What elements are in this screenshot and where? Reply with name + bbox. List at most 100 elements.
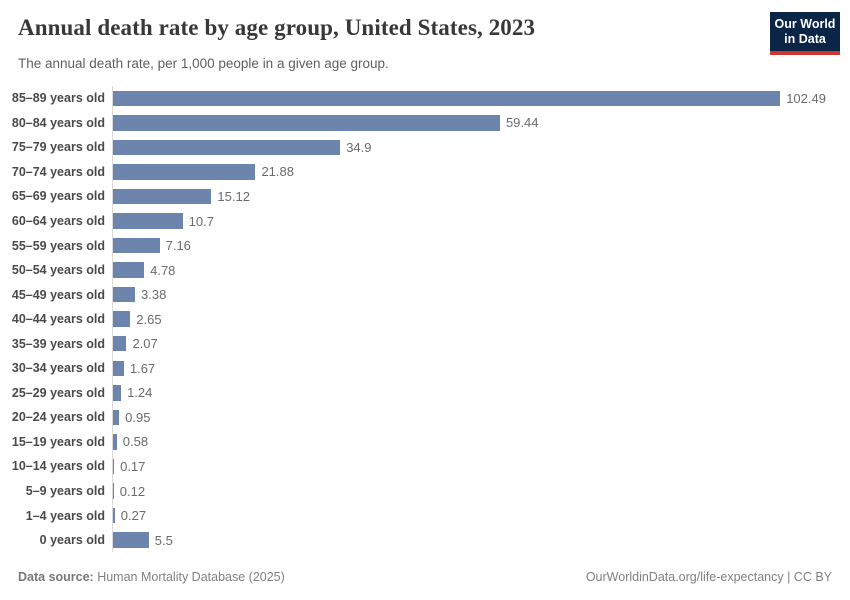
category-label: 1–4 years old	[25, 508, 105, 523]
chart-row: 80–84 years old 59.44	[0, 110, 850, 136]
chart-row: 10–14 years old 0.17	[0, 454, 850, 479]
bar-area: 7.16	[112, 233, 850, 258]
category-label: 65–69 years old	[11, 189, 105, 204]
bar-area: 15.12	[112, 184, 850, 209]
category-label: 75–79 years old	[11, 140, 105, 155]
bar-value-label: 10.7	[188, 213, 214, 229]
chart-row: 85–89 years old 102.49	[0, 86, 850, 111]
bar[interactable]	[113, 458, 115, 475]
bar[interactable]	[113, 139, 341, 156]
category-label: 30–34 years old	[11, 361, 105, 376]
bar-value-label: 7.16	[165, 238, 191, 254]
bar-value-label: 15.12	[217, 188, 250, 204]
category-label: 85–89 years old	[11, 91, 105, 106]
bar-area: 5.5	[112, 527, 850, 553]
bar-area: 0.95	[112, 405, 850, 430]
data-source-label: Data source:	[18, 570, 94, 584]
chart-row: 65–69 years old 15.12	[0, 184, 850, 209]
bar-value-label: 0.12	[119, 483, 146, 499]
category-label: 15–19 years old	[11, 434, 105, 449]
bar-value-label: 0.58	[122, 434, 149, 450]
bar[interactable]	[113, 164, 256, 180]
bar[interactable]	[113, 213, 183, 229]
bar[interactable]	[113, 335, 127, 352]
category-label: 0 years old	[39, 533, 105, 548]
owid-logo[interactable]: Our World in Data	[770, 12, 840, 55]
bar[interactable]	[113, 286, 135, 303]
chart-row: 30–34 years old 1.67	[0, 356, 850, 381]
chart-row: 15–19 years old 0.58	[0, 429, 850, 455]
category-label: 80–84 years old	[11, 115, 105, 130]
bar[interactable]	[113, 385, 122, 401]
page-title: Annual death rate by age group, United S…	[18, 15, 536, 40]
bar[interactable]	[113, 262, 145, 278]
chart-row: 45–49 years old 3.38	[0, 282, 850, 307]
bar-area: 1.24	[112, 380, 850, 406]
bar-area: 102.49	[112, 86, 850, 111]
bar-area: 1.67	[112, 356, 850, 381]
chart-row: 35–39 years old 2.07	[0, 331, 850, 357]
bar-value-label: 59.44	[505, 115, 539, 131]
bar-value-label: 0.95	[125, 409, 151, 425]
bar[interactable]	[113, 90, 781, 107]
bar[interactable]	[113, 360, 124, 377]
bar[interactable]	[113, 115, 500, 131]
bar-value-label: 0.27	[120, 508, 147, 524]
category-label: 5–9 years old	[25, 484, 105, 499]
chart-row: 40–44 years old 2.65	[0, 306, 850, 332]
category-label: 20–24 years old	[11, 410, 105, 425]
bar[interactable]	[113, 188, 212, 205]
bar-area: 3.38	[112, 282, 850, 307]
category-label: 55–59 years old	[11, 238, 105, 253]
bar[interactable]	[113, 434, 117, 450]
data-source-value: Human Mortality Database (2025)	[93, 570, 285, 584]
bar[interactable]	[113, 507, 115, 524]
category-label: 35–39 years old	[11, 336, 105, 351]
chart-footer: Data source: Human Mortality Database (2…	[18, 570, 832, 584]
bar[interactable]	[113, 532, 149, 548]
bar-area: 0.27	[112, 503, 850, 528]
chart-row: 1–4 years old 0.27	[0, 503, 850, 528]
bar[interactable]	[113, 483, 114, 499]
bar-value-label: 1.67	[129, 360, 156, 376]
category-label: 45–49 years old	[11, 287, 105, 302]
category-label: 25–29 years old	[11, 385, 105, 400]
bar[interactable]	[113, 409, 120, 426]
bar-area: 59.44	[112, 110, 850, 136]
bar-area: 0.17	[112, 454, 850, 479]
bar-value-label: 4.78	[150, 262, 176, 278]
chart-row: 25–29 years old 1.24	[0, 380, 850, 406]
bar-area: 0.58	[112, 429, 850, 455]
chart-row: 60–64 years old 10.7	[0, 208, 850, 234]
footer-credit-link[interactable]: OurWorldinData.org/life-expectancy | CC …	[585, 570, 832, 584]
bar-value-label: 1.24	[127, 385, 153, 401]
chart-row: 75–79 years old 34.9	[0, 135, 850, 160]
chart-row: 70–74 years old 21.88	[0, 159, 850, 185]
chart-subtitle: The annual death rate, per 1,000 people …	[18, 56, 389, 71]
chart-row: 0 years old 5.5	[0, 527, 850, 553]
bar-area: 21.88	[112, 159, 850, 185]
bar-value-label: 3.38	[141, 287, 167, 303]
owid-logo-accent-strip	[770, 51, 840, 55]
chart-row: 55–59 years old 7.16	[0, 233, 850, 258]
data-source-note: Data source: Human Mortality Database (2…	[18, 570, 285, 584]
category-label: 10–14 years old	[11, 459, 105, 474]
bar-area: 4.78	[112, 257, 850, 283]
category-label: 40–44 years old	[11, 312, 105, 327]
bar-area: 0.12	[112, 478, 850, 504]
bar[interactable]	[113, 311, 131, 327]
bar-value-label: 21.88	[261, 164, 294, 180]
category-label: 50–54 years old	[11, 263, 105, 278]
bar-value-label: 2.65	[136, 311, 162, 327]
bar[interactable]	[113, 237, 160, 254]
bar-area: 34.9	[112, 135, 850, 160]
chart-row: 50–54 years old 4.78	[0, 257, 850, 283]
bar-value-label: 34.9	[346, 139, 372, 155]
chart-row: 20–24 years old 0.95	[0, 405, 850, 430]
owid-logo-text: Our World in Data	[774, 17, 836, 46]
bar-area: 2.07	[112, 331, 850, 357]
category-label: 60–64 years old	[11, 214, 105, 228]
bar-area: 2.65	[112, 306, 850, 332]
chart-row: 5–9 years old 0.12	[0, 478, 850, 504]
